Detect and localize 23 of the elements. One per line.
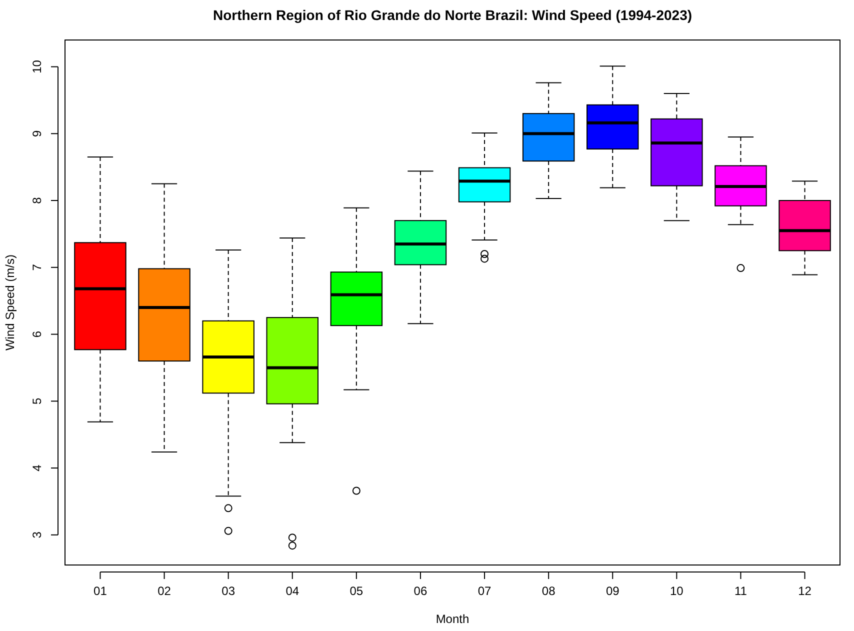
y-tick-label: 3 xyxy=(30,531,44,538)
y-tick-label: 5 xyxy=(30,397,44,404)
x-tick-label: 09 xyxy=(606,584,620,598)
x-tick-label: 08 xyxy=(542,584,556,598)
x-tick-label: 02 xyxy=(158,584,172,598)
y-tick-label: 9 xyxy=(30,130,44,137)
x-axis-title: Month xyxy=(436,612,470,626)
x-tick-label: 03 xyxy=(222,584,236,598)
y-axis-title: Wind Speed (m/s) xyxy=(3,254,17,351)
y-tick-label: 4 xyxy=(30,464,44,472)
x-tick-label: 06 xyxy=(414,584,428,598)
x-tick-label: 07 xyxy=(478,584,492,598)
x-tick-label: 05 xyxy=(350,584,364,598)
x-tick-label: 01 xyxy=(94,584,108,598)
y-tick-label: 7 xyxy=(30,264,44,271)
chart-title: Northern Region of Rio Grande do Norte Brazil: Wind Speed (1994-2023) xyxy=(212,7,692,23)
y-tick-label: 8 xyxy=(30,196,44,204)
x-tick-label: 12 xyxy=(798,584,812,598)
y-tick-label: 6 xyxy=(30,330,44,338)
y-tick-label: 10 xyxy=(30,60,44,74)
x-tick-label: 11 xyxy=(734,584,748,598)
x-tick-label: 10 xyxy=(670,584,684,598)
x-tick-label: 04 xyxy=(286,584,300,598)
